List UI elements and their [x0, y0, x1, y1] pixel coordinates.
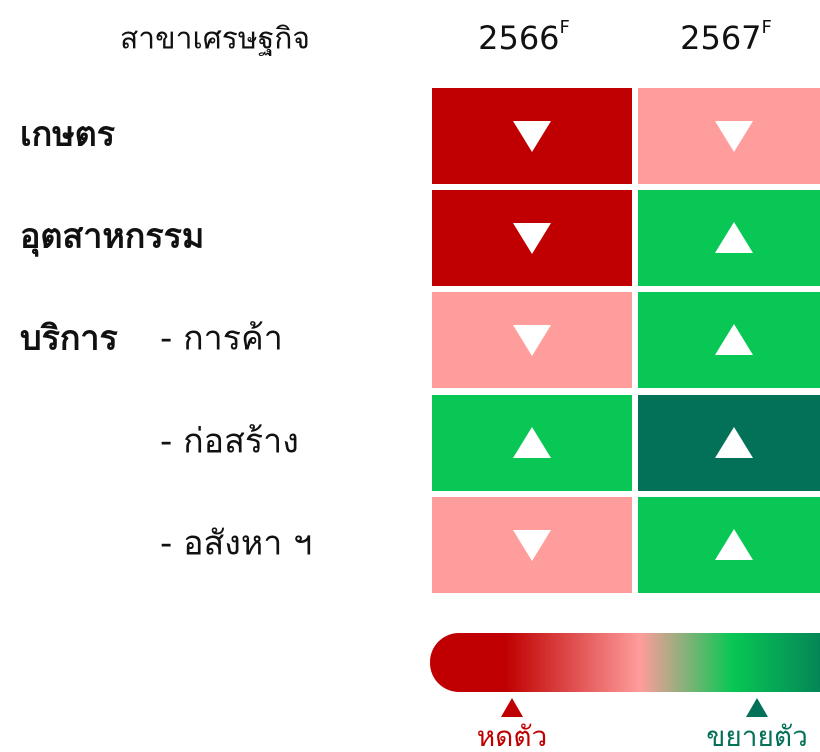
year: 2567 — [680, 19, 761, 57]
arrow-down — [513, 325, 551, 356]
arrow-down — [513, 530, 551, 561]
year-header: 2567F — [680, 17, 772, 57]
arrow-down — [513, 223, 551, 254]
legend-gradient — [430, 633, 820, 692]
row-group: เกษตร — [20, 115, 116, 155]
arrow-up — [715, 324, 753, 355]
year-header: 2566F — [478, 17, 570, 57]
arrow-up — [715, 427, 753, 458]
legend-label: หดตัว — [477, 720, 548, 752]
year-suffix: F — [560, 17, 570, 38]
legend-marker — [501, 698, 523, 717]
row-label: - การค้า — [160, 319, 283, 359]
arrow-down — [715, 121, 753, 152]
arrow-up — [715, 529, 753, 560]
arrow-up — [715, 222, 753, 253]
sector-header: สาขาเศรษฐกิจ — [120, 22, 310, 57]
arrow-down — [513, 121, 551, 152]
row-label: - อสังหา ฯ — [160, 524, 312, 564]
row-group: อุตสาหกรรม — [20, 217, 204, 258]
legend-marker — [746, 698, 768, 717]
legend-label: ขยายตัว — [706, 720, 808, 752]
year-suffix: F — [762, 17, 772, 38]
row-group: บริการ — [20, 319, 119, 359]
year: 2566 — [478, 19, 559, 57]
arrow-up — [513, 427, 551, 458]
row-label: - ก่อสร้าง — [160, 422, 299, 462]
